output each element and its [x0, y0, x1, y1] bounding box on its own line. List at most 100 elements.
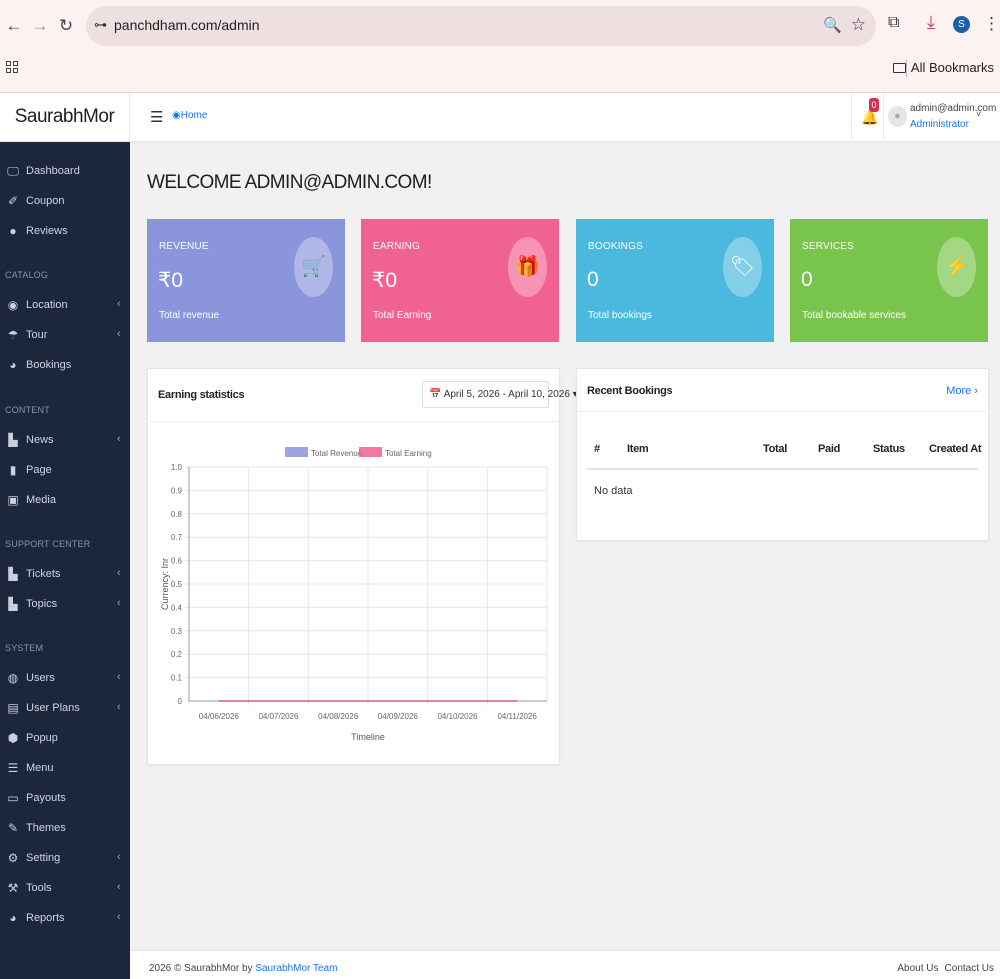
- column-header-total: Total: [763, 443, 787, 455]
- sidebar-item-label: Popup: [26, 732, 58, 744]
- brand-logo[interactable]: SaurabhMor 4.0.2: [0, 93, 130, 175]
- sidebar-item-label: Tickets: [26, 568, 61, 580]
- zoom-icon[interactable]: 🔍: [823, 17, 842, 34]
- sidebar-item-tickets[interactable]: ▙ Tickets ‹: [0, 563, 130, 587]
- x-tick-label: 04/10/2026: [437, 712, 478, 721]
- x-tick-label: 04/06/2026: [199, 712, 240, 721]
- sidebar-item-media[interactable]: ▣ Media: [0, 489, 130, 513]
- breadcrumb-home-link[interactable]: ◉Home: [172, 110, 208, 121]
- reading-mode-icon[interactable]: ⧉: [888, 14, 900, 31]
- sidebar-item-menu[interactable]: ☰ Menu: [0, 757, 130, 781]
- card-subtitle: Total revenue: [159, 310, 220, 321]
- contact-link[interactable]: Contact Us: [944, 963, 994, 974]
- x-tick-label: 04/07/2026: [258, 712, 299, 721]
- menu-icon: ☰: [7, 761, 19, 775]
- sidebar-item-coupon[interactable]: ✐ Coupon: [0, 190, 130, 214]
- legend-label-1: Total Revenue: [311, 449, 363, 458]
- sidebar-item-news[interactable]: ▙ News ‹: [0, 429, 130, 453]
- user-avatar[interactable]: ●: [888, 106, 907, 127]
- about-link[interactable]: About Us: [897, 963, 939, 974]
- sidebar-item-label: Coupon: [26, 195, 65, 207]
- sidebar-item-reviews[interactable]: ● Reviews: [0, 220, 130, 244]
- sidebar-item-label: User Plans: [26, 702, 80, 714]
- chevron-left-icon: ‹: [117, 567, 121, 579]
- sidebar-item-page[interactable]: ▮ Page: [0, 459, 130, 483]
- panel-title: Recent Bookings: [587, 385, 673, 397]
- card-value: ₹0: [372, 269, 398, 292]
- sidebar-item-topics[interactable]: ▙ Topics ‹: [0, 593, 130, 617]
- bell-icon: 🔔: [861, 109, 879, 125]
- revenue-card: REVENUE ₹0 Total revenue 🛒: [147, 219, 345, 342]
- bookmark-star-icon[interactable]: ☆: [850, 15, 866, 34]
- sidebar-item-tools[interactable]: ⚒ Tools ‹: [0, 877, 130, 901]
- sidebar-item-reports[interactable]: ◕ Reports ‹: [0, 907, 130, 931]
- back-arrow-icon[interactable]: ←: [5, 16, 23, 35]
- sidebar-item-payouts[interactable]: ▭ Payouts: [0, 787, 130, 811]
- x-tick-label: 04/11/2026: [497, 712, 537, 721]
- all-bookmarks-label: All Bookmarks: [910, 60, 994, 75]
- sidebar-item-label: Menu: [26, 762, 54, 774]
- reload-icon[interactable]: ↻: [58, 16, 74, 35]
- apps-grid-icon[interactable]: [6, 61, 19, 74]
- date-range-picker[interactable]: 📅 April 5, 2026 - April 10, 2026 ▾: [422, 381, 578, 408]
- folder-icon: [892, 63, 906, 73]
- pages-icon: ▮: [9, 463, 17, 477]
- chevron-left-icon: ‹: [117, 433, 121, 445]
- sidebar-item-tour[interactable]: ☂ Tour ‹: [0, 324, 130, 348]
- panel-title: Earning statistics: [158, 389, 245, 401]
- recent-bookings-panel: Recent Bookings More › # Item Total Paid…: [576, 368, 989, 541]
- all-bookmarks-button[interactable]: All Bookmarks: [892, 60, 994, 75]
- sidebar-item-users[interactable]: ◍ Users ‹: [0, 667, 130, 691]
- cart-icon: 🛒: [294, 237, 333, 297]
- y-tick-label: 0.1: [171, 674, 183, 683]
- forward-arrow-icon[interactable]: →: [31, 16, 49, 35]
- sidebar-item-themes[interactable]: ✎ Themes: [0, 817, 130, 841]
- y-tick-label: 0.6: [171, 557, 183, 566]
- sidebar-item-label: Dashboard: [26, 165, 80, 177]
- y-tick-label: 0.4: [171, 603, 183, 612]
- user-email[interactable]: admin@admin.com: [910, 103, 997, 114]
- y-tick-label: 0.9: [171, 486, 183, 495]
- earning-line-chart: 0 0.1 0.2 0.3 0.4 0.5 0.6 0.7 0.8 0.9 1.0 04/06/202…: [160, 447, 548, 742]
- browser-menu-icon[interactable]: ⋮: [983, 14, 1000, 33]
- page-title: WELCOME ADMIN@ADMIN.COM!: [147, 172, 432, 193]
- sidebar-item-bookings[interactable]: ◕ Bookings: [0, 354, 130, 378]
- browser-chrome: ← → ↻ ⊶ panchdham.com/admin 🔍 ☆ ⧉ ⤓ S ⋮ …: [0, 0, 1000, 93]
- sidebar-item-label: Media: [26, 494, 56, 506]
- notifications-button[interactable]: 🔔 0: [851, 93, 884, 142]
- url-text[interactable]: panchdham.com/admin: [114, 17, 260, 33]
- y-tick-label: 0.5: [171, 580, 183, 589]
- sidebar-item-label: Bookings: [26, 359, 72, 371]
- y-tick-label: 1.0: [171, 463, 183, 472]
- user-role: Administrator: [910, 119, 969, 130]
- sidebar-item-popup[interactable]: ⬢ Popup: [0, 727, 130, 751]
- sidebar-item-label: News: [26, 434, 54, 446]
- lightning-icon: ⚡: [937, 237, 976, 297]
- sidebar-header-system: SYSTEM: [5, 643, 44, 653]
- brush-icon: ✎: [7, 821, 19, 835]
- download-icon[interactable]: ⤓: [927, 12, 935, 32]
- chevron-left-icon: ‹: [117, 298, 121, 310]
- team-link[interactable]: SaurabhMor Team: [255, 963, 338, 974]
- sidebar-item-location[interactable]: ◉ Location ‹: [0, 294, 130, 318]
- x-axis-title: Timeline: [351, 732, 385, 742]
- legend-label-2: Total Earning: [385, 449, 432, 458]
- sidebar-item-dashboard[interactable]: 🖵 Dashboard: [0, 160, 130, 184]
- profile-avatar[interactable]: S: [953, 16, 970, 33]
- sidebar-item-setting[interactable]: ⚙ Setting ‹: [0, 847, 130, 871]
- y-tick-label: 0.3: [171, 627, 183, 636]
- site-settings-icon[interactable]: ⊶: [94, 17, 107, 32]
- y-tick-label: 0.8: [171, 510, 183, 519]
- image-icon: ▣: [7, 493, 19, 507]
- date-range-text: April 5, 2026 - April 10, 2026: [443, 389, 570, 400]
- sidebar-item-label: Reports: [26, 912, 65, 924]
- table-header-rule: [587, 468, 978, 470]
- menu-toggle-icon[interactable]: ☰: [150, 109, 164, 126]
- sidebar-item-label: Location: [26, 299, 68, 311]
- address-bar[interactable]: ⊶ panchdham.com/admin 🔍 ☆: [86, 6, 876, 46]
- user-dropdown-caret-icon[interactable]: ˅: [976, 109, 982, 119]
- column-header-created-at: Created At: [929, 443, 982, 455]
- footer: 2026 © SaurabhMor by SaurabhMor Team Abo…: [130, 950, 1000, 979]
- sidebar-item-user-plans[interactable]: ▤ User Plans ‹: [0, 697, 130, 721]
- more-link[interactable]: More ›: [946, 385, 978, 397]
